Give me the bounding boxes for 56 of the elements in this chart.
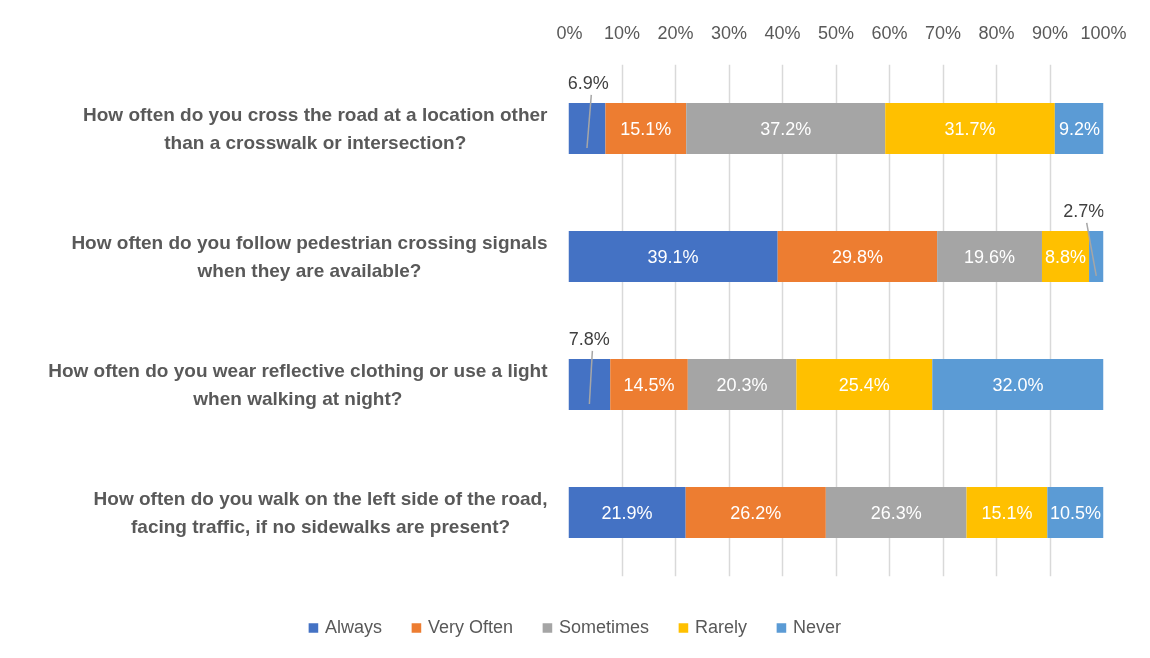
legend-label: Sometimes: [559, 616, 650, 638]
x-tick-label: 10%: [603, 22, 641, 43]
x-tick-label: 70%: [924, 22, 962, 43]
data-label: 26.2%: [730, 502, 782, 523]
bar: [777, 230, 938, 283]
data-label: 25.4%: [838, 374, 890, 395]
bar: [686, 102, 886, 155]
data-label: 8.8%: [1045, 246, 1087, 267]
data-label: 6.9%: [567, 72, 609, 93]
x-tick-label: 50%: [817, 22, 855, 43]
bar: [885, 102, 1055, 155]
data-label: 39.1%: [647, 246, 699, 267]
data-label: 14.5%: [623, 374, 675, 395]
bar: [568, 486, 686, 539]
legend-label: Rarely: [695, 616, 748, 638]
bar: [932, 358, 1104, 411]
bar: [605, 102, 687, 155]
x-tick-label: 60%: [871, 22, 908, 43]
bar: [568, 102, 606, 155]
data-label: 2.7%: [1063, 200, 1105, 221]
legend-label: Always: [324, 616, 382, 638]
x-tick-label: 90%: [1031, 22, 1069, 43]
bar: [796, 358, 933, 411]
x-tick-label: 80%: [978, 22, 1015, 43]
data-label: 9.2%: [1058, 118, 1100, 139]
data-label: 32.0%: [992, 374, 1044, 395]
y-tick-label: How often do you wear reflective clothing or use a light when walking at night?: [48, 359, 549, 410]
data-label: 37.2%: [760, 118, 812, 139]
bar: [610, 358, 688, 411]
y-tick-label: How often do you follow pedestrian crossing signals when they are available?: [71, 231, 548, 282]
bar: [568, 230, 778, 283]
y-tick-label: How often do you cross the road at a location other than a crosswalk or intersection?: [83, 103, 549, 154]
bar: [685, 486, 826, 539]
bar: [687, 358, 797, 411]
x-tick-label: 40%: [764, 22, 801, 43]
data-label: 7.8%: [568, 328, 610, 349]
x-tick-label: 0%: [556, 22, 583, 43]
data-label: 15.1%: [981, 502, 1033, 523]
bar: [966, 486, 1048, 539]
bar: [937, 230, 1042, 283]
y-tick-label: How often do you walk on the left side of the road, facing traffic, if no sidewalks are present?: [93, 487, 548, 538]
bar: [825, 486, 967, 539]
data-label: 19.6%: [964, 246, 1016, 267]
legend-label: Never: [793, 616, 842, 638]
data-label: 15.1%: [620, 118, 672, 139]
x-tick-label: 100%: [1080, 22, 1127, 43]
data-label: 31.7%: [944, 118, 996, 139]
data-label: 21.9%: [601, 502, 653, 523]
bar: [568, 358, 611, 411]
data-label: 20.3%: [716, 374, 768, 395]
x-tick-label: 20%: [657, 22, 694, 43]
x-tick-label: 30%: [710, 22, 748, 43]
data-label: 29.8%: [831, 246, 883, 267]
legend-label: Very Often: [427, 616, 513, 638]
data-label: 26.3%: [870, 502, 922, 523]
data-label: 10.5%: [1049, 502, 1101, 523]
